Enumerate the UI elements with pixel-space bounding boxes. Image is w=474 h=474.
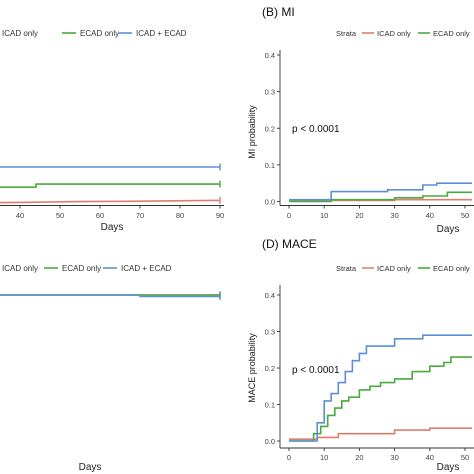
panel-d-y-tick-label-3: 0.3 — [265, 328, 275, 337]
panel-b-annotation: p < 0.0001 — [292, 124, 340, 135]
panel-d-x-tick-label-1: 10 — [320, 453, 328, 462]
panel-a-x-tick-label-6: 90 — [216, 211, 224, 220]
panel-d-x-axis-label: Days — [437, 462, 460, 473]
panel-c-legend: ICAD only ECAD only ICAD + ECAD — [2, 264, 172, 273]
panel-c-series — [0, 291, 221, 300]
panel-d-y-ticks: 0.0 0.1 0.2 0.3 0.4 — [265, 291, 280, 446]
panel-b-y-axis-label: MI probability — [247, 105, 257, 159]
panel-d-x-tick-label-3: 30 — [390, 453, 398, 462]
panel-b-legend-label-2: ECAD only — [433, 29, 470, 38]
panel-d-series — [289, 334, 472, 442]
panel-c-x-axis-label: Days — [79, 462, 102, 473]
panel-a-legend-label-2: ECAD only — [80, 29, 119, 38]
panel-d-y-tick-label-2: 0.2 — [265, 364, 275, 373]
panel-d-x-tick-label-5: 50 — [461, 453, 469, 462]
panel-b-legend-label-1: ICAD only — [377, 29, 411, 38]
panel-c-series-2-line — [0, 294, 220, 298]
panel-a-x-tick-label-5: 80 — [176, 211, 184, 220]
panel-b: (B) MI Strata ICAD only ECAD only 0.0 0.1… — [247, 5, 474, 235]
panel-d-series-1-line — [289, 356, 472, 442]
panel-a-x-tick-label-4: 70 — [136, 211, 144, 220]
panel-a-legend-label-3: ICAD + ECAD — [136, 29, 187, 38]
panel-d-annotation: p < 0.0001 — [292, 365, 340, 376]
panel-a-x-ticks: 40 50 60 70 80 90 — [16, 205, 224, 220]
panel-a-legend-label-1: ICAD only — [2, 29, 38, 38]
panel-b-x-ticks: 0 10 20 30 40 50 — [287, 205, 469, 220]
panel-b-y-tick-label-1: 0.1 — [265, 161, 275, 170]
panel-a: ICAD only ECAD only ICAD + ECAD 40 50 60 70… — [0, 29, 224, 233]
panel-b-y-ticks: 0.0 0.1 0.2 0.3 0.4 — [265, 51, 280, 207]
panel-b-x-axis-label: Days — [437, 224, 460, 235]
panel-b-y-tick-label-0: 0.0 — [265, 198, 275, 207]
panel-b-y-tick-label-4: 0.4 — [265, 51, 275, 60]
panel-c-legend-label-2: ECAD only — [62, 264, 101, 273]
panel-b-x-tick-label-4: 40 — [426, 211, 434, 220]
panel-a-legend: ICAD only ECAD only ICAD + ECAD — [2, 29, 187, 38]
panel-d-series-2-line — [289, 334, 472, 442]
panel-b-legend: Strata ICAD only ECAD only — [336, 29, 470, 38]
panel-d-legend: Strata ICAD only ECAD only — [336, 264, 470, 273]
panel-c-legend-label-1: ICAD only — [2, 264, 38, 273]
panel-a-series — [0, 163, 221, 204]
panel-d-x-tick-label-4: 40 — [426, 453, 434, 462]
panel-a-series-0-line — [0, 199, 220, 204]
panel-a-x-axis-label: Days — [101, 222, 124, 233]
panel-d-x-tick-label-0: 0 — [287, 453, 291, 462]
panel-b-x-tick-label-0: 0 — [287, 211, 291, 220]
panel-d-legend-label-1: ICAD only — [377, 264, 411, 273]
panel-d-y-axis-label: MACE probability — [247, 333, 257, 403]
panel-b-x-tick-label-5: 50 — [461, 211, 469, 220]
panel-c-legend-label-3: ICAD + ECAD — [121, 264, 172, 273]
panel-a-x-tick-label-1: 40 — [16, 211, 24, 220]
panel-d-title: (D) MACE — [262, 237, 317, 251]
panel-a-series-1-line — [0, 183, 220, 188]
panel-b-legend-title: Strata — [336, 29, 357, 38]
panel-c: ICAD only ECAD only ICAD + ECAD Days — [0, 264, 221, 473]
panel-d-legend-title: Strata — [336, 264, 357, 273]
panel-b-series — [289, 182, 472, 203]
panel-b-x-tick-label-3: 30 — [390, 211, 398, 220]
panel-b-y-tick-label-2: 0.2 — [265, 124, 275, 133]
panel-d-legend-label-2: ECAD only — [433, 264, 470, 273]
panel-b-x-tick-label-2: 20 — [355, 211, 363, 220]
panel-b-title: (B) MI — [262, 5, 295, 19]
panel-d-x-tick-label-2: 20 — [355, 453, 363, 462]
panel-d-y-tick-label-1: 0.1 — [265, 401, 275, 410]
panel-d-x-ticks: 0 10 20 30 40 50 — [287, 448, 469, 462]
panel-b-x-tick-label-1: 10 — [320, 211, 328, 220]
panel-a-x-tick-label-3: 60 — [96, 211, 104, 220]
panel-d-y-tick-label-0: 0.0 — [265, 437, 275, 446]
panel-b-series-1-line — [289, 191, 472, 203]
panel-a-x-tick-label-2: 50 — [56, 211, 64, 220]
panel-b-y-tick-label-3: 0.3 — [265, 88, 275, 97]
panel-b-series-2-line — [289, 182, 472, 201]
panel-d-y-tick-label-4: 0.4 — [265, 291, 275, 300]
panel-d: (D) MACE Strata ICAD only ECAD only 0.00… — [247, 237, 474, 473]
